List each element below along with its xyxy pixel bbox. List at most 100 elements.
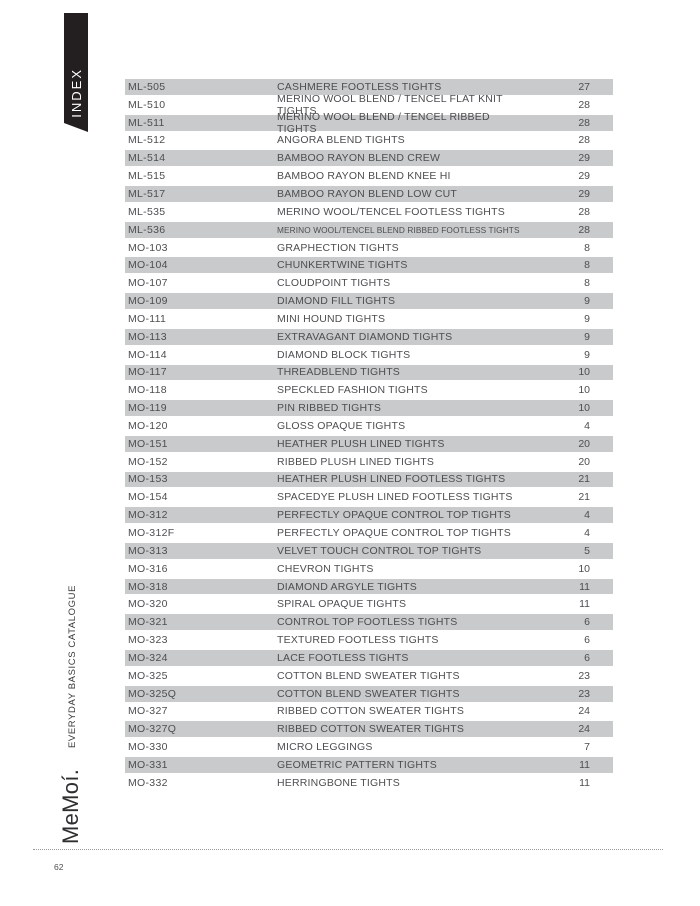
product-page: 9 (584, 312, 590, 325)
product-page: 5 (584, 544, 590, 557)
product-code: MO-111 (128, 312, 167, 325)
product-code: ML-505 (128, 80, 166, 93)
product-page: 28 (578, 134, 590, 147)
product-page: 11 (579, 598, 590, 611)
product-code: MO-151 (128, 437, 168, 450)
product-description: BAMBOO RAYON BLEND CREW (277, 152, 441, 165)
table-row: MO-153 HEATHER PLUSH LINED FOOTLESS TIGH… (125, 470, 613, 489)
product-code: ML-512 (128, 134, 166, 147)
product-description: COTTON BLEND SWEATER TIGHTS (277, 687, 460, 700)
table-row: ML-505 CASHMERE FOOTLESS TIGHTS 27 (125, 78, 613, 96)
product-description: VELVET TOUCH CONTROL TOP TIGHTS (277, 544, 482, 557)
table-row: MO-325 COTTON BLEND SWEATER TIGHTS 23 (125, 667, 613, 685)
table-row: MO-327 RIBBED COTTON SWEATER TIGHTS 24 (125, 703, 613, 721)
product-description: MERINO WOOL/TENCEL BLEND RIBBED FOOTLESS… (277, 224, 520, 235)
product-description: CONTROL TOP FOOTLESS TIGHTS (277, 616, 458, 629)
table-row: MO-103 GRAPHECTION TIGHTS 8 (125, 239, 613, 257)
product-code: ML-535 (128, 205, 166, 218)
table-row: MO-151 HEATHER PLUSH LINED TIGHTS 20 (125, 434, 613, 453)
table-row: MO-332 HERRINGBONE TIGHTS 11 (125, 774, 613, 792)
table-row: MO-117 THREADBLEND TIGHTS 10 (125, 363, 613, 382)
product-page: 11 (579, 580, 590, 593)
product-page: 4 (584, 509, 590, 522)
product-code: ML-514 (128, 152, 166, 165)
table-row: MO-323 TEXTURED FOOTLESS TIGHTS 6 (125, 631, 613, 649)
product-page: 8 (584, 241, 590, 254)
product-code: MO-312F (128, 527, 175, 540)
product-description: PERFECTLY OPAQUE CONTROL TOP TIGHTS (277, 509, 511, 522)
product-description: MERINO WOOL/TENCEL FOOTLESS TIGHTS (277, 205, 505, 218)
product-code: MO-324 (128, 651, 168, 664)
product-description: SPIRAL OPAQUE TIGHTS (277, 598, 407, 611)
product-page: 4 (584, 527, 590, 540)
product-page: 10 (578, 402, 590, 415)
table-row: MO-120 GLOSS OPAQUE TIGHTS 4 (125, 417, 613, 435)
table-row: MO-321 CONTROL TOP FOOTLESS TIGHTS 6 (125, 613, 613, 632)
product-page: 9 (584, 348, 590, 361)
product-code: MO-114 (128, 348, 167, 361)
table-row: MO-109 DIAMOND FILL TIGHTS 9 (125, 292, 613, 310)
index-table: ML-505 CASHMERE FOOTLESS TIGHTS 27 ML-51… (125, 78, 613, 792)
product-description: RIBBED COTTON SWEATER TIGHTS (277, 705, 465, 718)
footer-divider (33, 849, 663, 850)
product-description: MERINO WOOL BLEND / TENCEL RIBBED TIGHTS (277, 110, 490, 135)
product-page: 10 (578, 366, 590, 379)
table-row: ML-514 BAMBOO RAYON BLEND CREW 29 (125, 149, 613, 168)
product-description: TEXTURED FOOTLESS TIGHTS (277, 634, 439, 647)
product-code: MO-332 (128, 776, 168, 789)
product-description: DIAMOND FILL TIGHTS (277, 295, 396, 308)
product-code: MO-327 (128, 705, 168, 718)
product-description: COTTON BLEND SWEATER TIGHTS (277, 669, 460, 682)
table-row: MO-113 EXTRAVAGANT DIAMOND TIGHTS 9 (125, 327, 613, 346)
product-page: 8 (584, 259, 590, 272)
product-code: ML-510 (128, 98, 166, 111)
product-code: MO-109 (128, 295, 168, 308)
product-description: PIN RIBBED TIGHTS (277, 402, 382, 415)
product-page: 29 (578, 170, 590, 183)
product-code: MO-330 (128, 741, 168, 754)
table-row: MO-114 DIAMOND BLOCK TIGHTS 9 (125, 346, 613, 364)
table-row: MO-154 SPACEDYE PLUSH LINED FOOTLESS TIG… (125, 488, 613, 506)
product-description: DIAMOND ARGYLE TIGHTS (277, 580, 417, 593)
table-row: MO-152 RIBBED PLUSH LINED TIGHTS 20 (125, 453, 613, 471)
product-page: 29 (578, 152, 590, 165)
product-description: MERINO WOOL BLEND / TENCEL FLAT KNIT TIG… (277, 92, 503, 117)
product-page: 27 (578, 80, 590, 93)
product-description: GRAPHECTION TIGHTS (277, 241, 399, 254)
table-row: MO-325Q COTTON BLEND SWEATER TIGHTS 23 (125, 684, 613, 703)
table-row: MO-312F PERFECTLY OPAQUE CONTROL TOP TIG… (125, 524, 613, 542)
table-row: MO-104 CHUNKERTWINE TIGHTS 8 (125, 256, 613, 275)
product-page: 8 (584, 277, 590, 290)
table-row: MO-119 PIN RIBBED TIGHTS 10 (125, 399, 613, 418)
table-row: MO-312 PERFECTLY OPAQUE CONTROL TOP TIGH… (125, 506, 613, 525)
product-page: 9 (584, 330, 590, 343)
table-row: ML-535 MERINO WOOL/TENCEL FOOTLESS TIGHT… (125, 203, 613, 221)
product-description: CHUNKERTWINE TIGHTS (277, 259, 408, 272)
table-row: MO-118 SPECKLED FASHION TIGHTS 10 (125, 381, 613, 399)
product-description: MICRO LEGGINGS (277, 741, 373, 754)
product-description: GEOMETRIC PATTERN TIGHTS (277, 758, 437, 771)
product-code: ML-511 (128, 116, 165, 129)
product-page: 28 (578, 223, 590, 236)
product-page: 24 (578, 723, 590, 736)
product-page: 11 (579, 758, 590, 771)
index-tab: INDEX (64, 13, 88, 132)
product-description: EXTRAVAGANT DIAMOND TIGHTS (277, 330, 453, 343)
product-description: RIBBED PLUSH LINED TIGHTS (277, 455, 435, 468)
product-code: MO-323 (128, 634, 168, 647)
product-description: CHEVRON TIGHTS (277, 562, 374, 575)
product-page: 6 (584, 651, 590, 664)
table-row: MO-107 CLOUDPOINT TIGHTS 8 (125, 274, 613, 292)
product-code: MO-104 (128, 259, 168, 272)
product-code: MO-327Q (128, 723, 177, 736)
product-code: MO-154 (128, 491, 168, 504)
product-code: ML-536 (128, 223, 166, 236)
product-description: HEATHER PLUSH LINED FOOTLESS TIGHTS (277, 473, 506, 486)
brand-logo: MeMoí. (58, 768, 83, 844)
table-row: MO-318 DIAMOND ARGYLE TIGHTS 11 (125, 577, 613, 596)
product-page: 20 (578, 437, 590, 450)
product-code: MO-325 (128, 669, 168, 682)
product-code: MO-325Q (128, 687, 177, 700)
index-tab-label: INDEX (68, 68, 84, 118)
product-page: 23 (578, 687, 590, 700)
